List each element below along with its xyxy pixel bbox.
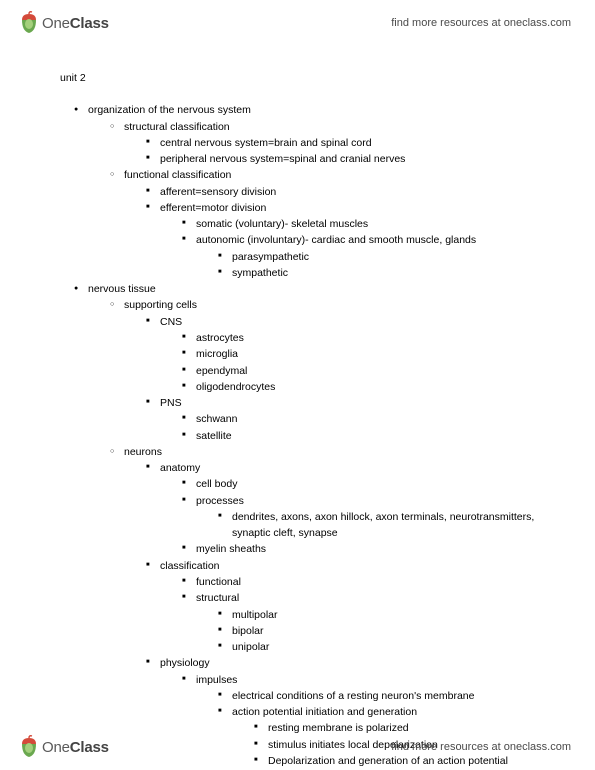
outline-item: processes dendrites, axons, axon hillock…: [182, 493, 555, 542]
outline-text: multipolar: [232, 609, 278, 621]
outline-item: central nervous system=brain and spinal …: [146, 135, 555, 151]
outline-text: functional classification: [124, 169, 231, 181]
outline-item: structural multipolar bipolar unipolar: [182, 590, 555, 655]
outline-text: impulses: [196, 674, 237, 686]
outline-text: organization of the nervous system: [88, 104, 251, 116]
outline-text: anatomy: [160, 462, 200, 474]
brand-logo: OneClass: [18, 11, 109, 35]
outline-item: oligodendrocytes: [182, 379, 555, 395]
outline-text: cell body: [196, 478, 237, 490]
outline-text: somatic (voluntary)- skeletal muscles: [196, 218, 368, 230]
brand-class: Class: [70, 739, 109, 756]
document-content: unit 2 organization of the nervous syste…: [60, 70, 555, 769]
page-footer: OneClass find more resources at oneclass…: [0, 730, 595, 764]
outline-text: physiology: [160, 657, 210, 669]
unit-title: unit 2: [60, 70, 555, 86]
outline-text: autonomic (involuntary)- cardiac and smo…: [196, 234, 476, 246]
outline-text: microglia: [196, 348, 238, 360]
outline-item: autonomic (involuntary)- cardiac and smo…: [182, 232, 555, 281]
outline-item: ependymal: [182, 363, 555, 379]
outline-text: sympathetic: [232, 267, 288, 279]
outline-text: efferent=motor division: [160, 202, 266, 214]
outline-item: unipolar: [218, 639, 555, 655]
outline-item: astrocytes: [182, 330, 555, 346]
outline-text: schwann: [196, 413, 237, 425]
outline-text: oligodendrocytes: [196, 381, 275, 393]
outline-item: functional: [182, 574, 555, 590]
outline-item: neurons anatomy cell body processes dend…: [110, 444, 555, 769]
outline-item: PNS schwann satellite: [146, 395, 555, 444]
page-header: OneClass find more resources at oneclass…: [0, 6, 595, 40]
outline-text: classification: [160, 560, 220, 572]
outline-text: satellite: [196, 430, 232, 442]
outline-text: action potential initiation and generati…: [232, 706, 417, 718]
footer-resources-link[interactable]: find more resources at oneclass.com: [391, 741, 571, 753]
outline-item: sympathetic: [218, 265, 555, 281]
outline-item: structural classification central nervou…: [110, 119, 555, 168]
outline-text: central nervous system=brain and spinal …: [160, 137, 372, 149]
acorn-icon: [18, 735, 40, 759]
outline-item: microglia: [182, 346, 555, 362]
outline-item: somatic (voluntary)- skeletal muscles: [182, 216, 555, 232]
brand-text: OneClass: [42, 739, 109, 756]
outline-text: dendrites, axons, axon hillock, axon ter…: [232, 511, 534, 539]
outline-text: peripheral nervous system=spinal and cra…: [160, 153, 405, 165]
header-resources-link[interactable]: find more resources at oneclass.com: [391, 17, 571, 29]
outline-item: bipolar: [218, 623, 555, 639]
outline-text: bipolar: [232, 625, 264, 637]
outline-item: myelin sheaths: [182, 541, 555, 557]
outline-text: supporting cells: [124, 299, 197, 311]
outline-item: classification functional structural mul…: [146, 558, 555, 656]
outline-item: organization of the nervous system struc…: [74, 102, 555, 281]
outline-item: functional classification afferent=senso…: [110, 167, 555, 281]
outline-text: CNS: [160, 316, 182, 328]
outline-text: structural classification: [124, 121, 230, 133]
outline-item: peripheral nervous system=spinal and cra…: [146, 151, 555, 167]
outline-item: cell body: [182, 476, 555, 492]
outline-item: nervous tissue supporting cells CNS astr…: [74, 281, 555, 769]
outline-item: supporting cells CNS astrocytes microgli…: [110, 297, 555, 443]
outline-text: myelin sheaths: [196, 543, 266, 555]
outline-text: ependymal: [196, 365, 247, 377]
outline-item: electrical conditions of a resting neuro…: [218, 688, 555, 704]
brand-one: One: [42, 15, 70, 32]
outline-text: parasympathetic: [232, 251, 309, 263]
outline-text: electrical conditions of a resting neuro…: [232, 690, 474, 702]
outline-item: afferent=sensory division: [146, 184, 555, 200]
outline-text: unipolar: [232, 641, 269, 653]
brand-one: One: [42, 739, 70, 756]
outline-item: CNS astrocytes microglia ependymal oligo…: [146, 314, 555, 395]
outline-item: satellite: [182, 428, 555, 444]
outline-text: astrocytes: [196, 332, 244, 344]
outline-item: dendrites, axons, axon hillock, axon ter…: [218, 509, 555, 542]
outline-item: parasympathetic: [218, 249, 555, 265]
outline-text: afferent=sensory division: [160, 186, 276, 198]
outline-item: multipolar: [218, 607, 555, 623]
brand-text: OneClass: [42, 15, 109, 32]
outline-text: nervous tissue: [88, 283, 156, 295]
outline-item: schwann: [182, 411, 555, 427]
outline-item: anatomy cell body processes dendrites, a…: [146, 460, 555, 558]
brand-logo: OneClass: [18, 735, 109, 759]
outline-text: neurons: [124, 446, 162, 458]
outline-text: processes: [196, 495, 244, 507]
brand-class: Class: [70, 15, 109, 32]
outline-text: structural: [196, 592, 239, 604]
outline-item: efferent=motor division somatic (volunta…: [146, 200, 555, 281]
outline-text: functional: [196, 576, 241, 588]
acorn-icon: [18, 11, 40, 35]
outline-text: PNS: [160, 397, 182, 409]
outline-root: organization of the nervous system struc…: [60, 102, 555, 769]
